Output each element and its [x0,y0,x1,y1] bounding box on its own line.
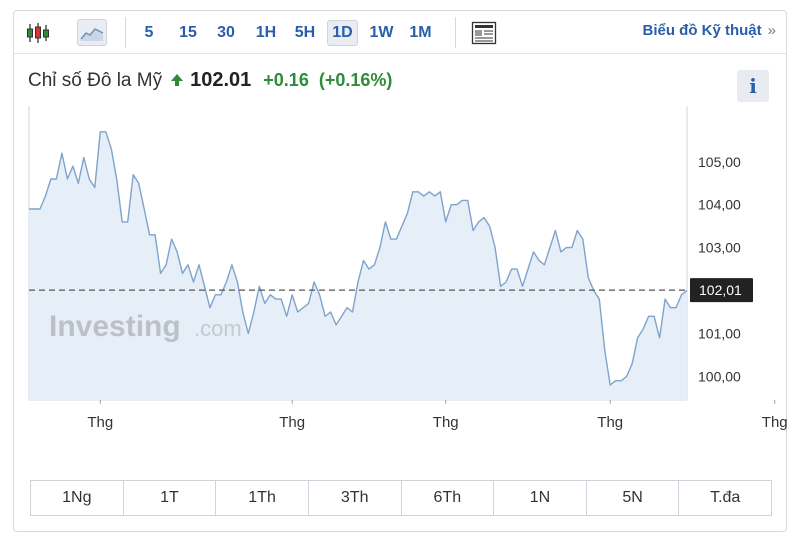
chart-toolbar: 5 15 30 1H 5H 1D 1W 1M Biểu đồ Kỹ thuật » [14,11,786,54]
x-tick-label: Thg [87,414,113,431]
candlestick-icon-svg [27,22,49,43]
chart-widget: 5 15 30 1H 5H 1D 1W 1M Biểu đồ Kỹ thuật »… [13,10,788,532]
x-tick-label: Thg [597,414,623,431]
timeframe-1h[interactable]: 1H [255,24,277,41]
area-chart-icon[interactable] [77,19,107,46]
timeframe-30[interactable]: 30 [217,24,235,41]
price-change-percent: (+0.16%) [318,70,393,90]
range-button-5[interactable]: 1N [494,481,587,515]
range-button-0[interactable]: 1Ng [31,481,124,515]
y-tick-label: 104,00 [698,197,741,213]
timeframe-1d[interactable]: 1D [327,20,358,46]
technical-chart-link[interactable]: Biểu đồ Kỹ thuật » [642,22,776,39]
range-button-3[interactable]: 3Th [309,481,402,515]
news-icon-svg [471,21,497,44]
last-price: 102.01 [190,69,252,91]
y-tick-label: 101,00 [698,325,741,341]
timeframe-5[interactable]: 5 [144,24,154,41]
current-price-label-bg [690,278,753,303]
price-line [29,131,688,386]
technical-chart-link-label: Biểu đồ Kỹ thuật [642,22,762,39]
y-tick-label: 103,00 [698,240,741,256]
toolbar-divider [125,17,126,48]
range-button-1[interactable]: 1T [124,481,217,515]
instrument-name: Chỉ số Đô la Mỹ [28,69,163,91]
timeframe-1m[interactable]: 1M [409,24,432,41]
x-tick-label: Thg [762,414,788,431]
double-chevron-right-icon: » [767,22,776,39]
price-change: +0.16 [263,70,309,90]
price-chart: Investing.com105,00104,00103,00102,00101… [28,106,788,431]
watermark-text: Investing [49,310,181,343]
up-arrow-icon [171,74,184,86]
y-tick-label: 105,00 [698,154,741,170]
toolbar-divider [455,17,456,48]
news-icon[interactable] [469,19,499,46]
current-price-label: 102,01 [699,282,742,298]
range-button-4[interactable]: 6Th [402,481,495,515]
area-chart-icon-svg [80,27,104,41]
x-tick-label: Thg [279,414,305,431]
range-selector: 1Ng 1T 1Th 3Th 6Th 1N 5N T.đa [30,480,772,516]
y-tick-label: 100,00 [698,368,741,384]
candlestick-icon[interactable] [23,19,53,46]
watermark-suffix: .com [194,316,242,341]
range-button-2[interactable]: 1Th [216,481,309,515]
range-button-6[interactable]: 5N [587,481,680,515]
timeframe-1w[interactable]: 1W [369,24,394,41]
range-button-7[interactable]: T.đa [710,489,741,506]
price-area-fill [29,131,687,401]
timeframe-15[interactable]: 15 [179,24,197,41]
x-tick-label: Thg [433,414,459,431]
info-button[interactable]: i [737,70,769,102]
quote-header: Chỉ số Đô la Mỹ 102.01 +0.16 (+0.16%) [28,69,392,92]
timeframe-5h[interactable]: 5H [294,24,316,41]
